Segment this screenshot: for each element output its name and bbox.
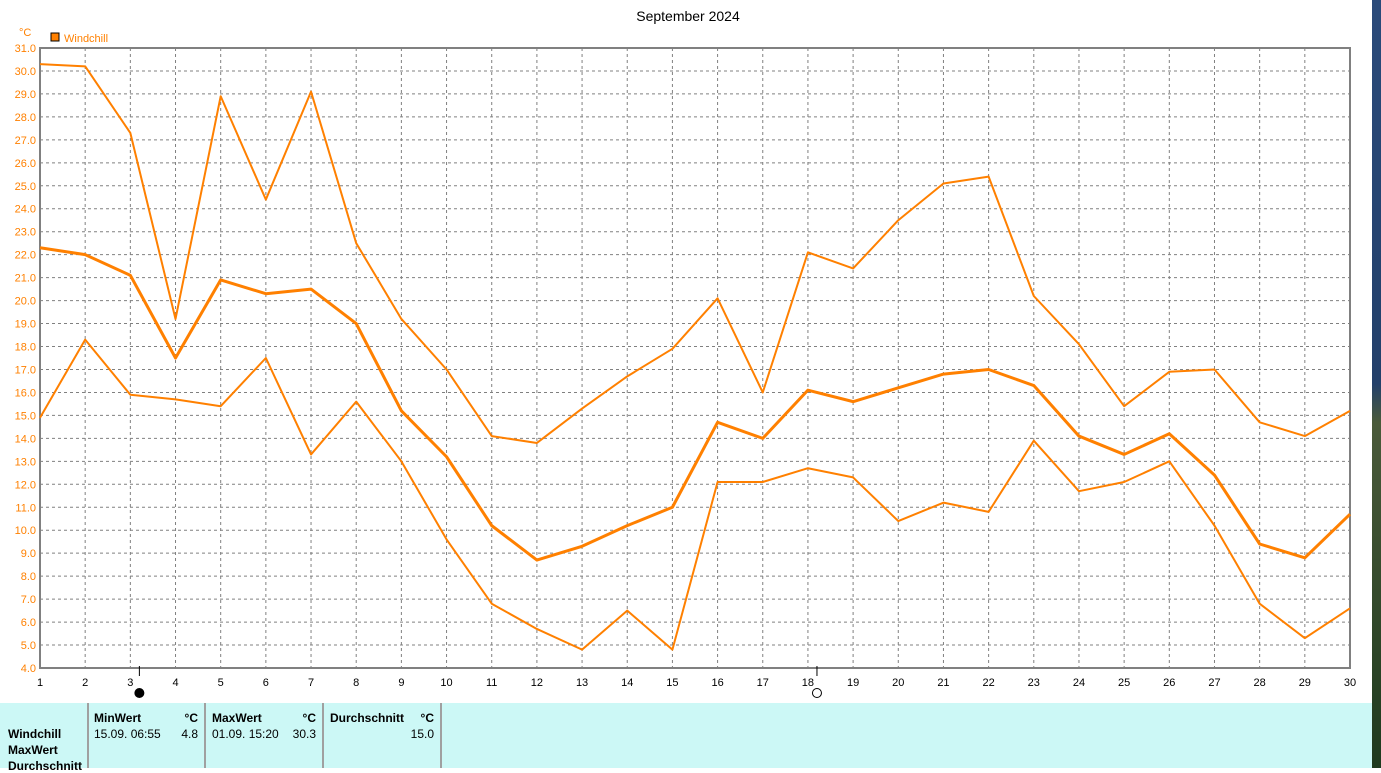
- x-tick-label: 2: [82, 677, 88, 689]
- y-axis-unit: °C: [19, 27, 31, 39]
- y-tick-label: 14.0: [15, 433, 36, 445]
- min-value: 4.8: [181, 727, 198, 741]
- avg-unit: °C: [420, 711, 434, 725]
- y-tick-label: 25.0: [15, 181, 36, 193]
- x-tick-label: 9: [398, 677, 404, 689]
- x-tick-label: 21: [937, 677, 949, 689]
- row-label-windchill: Windchill: [8, 727, 62, 741]
- x-tick-label: 13: [576, 677, 588, 689]
- y-tick-label: 12.0: [15, 479, 36, 491]
- stats-panel: Windchill MaxWert Durchschnitt MinWert °…: [0, 703, 1372, 773]
- y-tick-label: 20.0: [15, 296, 36, 308]
- y-tick-label: 16.0: [15, 387, 36, 399]
- max-date: 01.09. 15:20: [212, 727, 279, 741]
- y-tick-label: 11.0: [15, 502, 36, 514]
- y-tick-label: 9.0: [21, 548, 36, 560]
- x-tick-label: 28: [1254, 677, 1266, 689]
- x-tick-label: 18: [802, 677, 814, 689]
- x-tick-label: 12: [531, 677, 543, 689]
- y-tick-label: 24.0: [15, 204, 36, 216]
- y-tick-label: 10.0: [15, 525, 36, 537]
- x-tick-label: 10: [440, 677, 452, 689]
- x-tick-label: 20: [892, 677, 904, 689]
- min-unit: °C: [184, 711, 198, 725]
- x-tick-label: 14: [621, 677, 633, 689]
- y-tick-label: 31.0: [15, 43, 36, 55]
- x-tick-label: 16: [711, 677, 723, 689]
- x-tick-label: 15: [666, 677, 678, 689]
- legend-label: Windchill: [64, 33, 108, 45]
- y-tick-label: 6.0: [21, 617, 36, 629]
- row-label-maxwert: MaxWert: [8, 743, 58, 757]
- x-tick-label: 29: [1299, 677, 1311, 689]
- stats-row-labels: Windchill MaxWert Durchschnitt: [0, 703, 89, 773]
- series-line-2: [39, 338, 1351, 651]
- max-value: 30.3: [292, 727, 316, 741]
- max-unit: °C: [302, 711, 316, 725]
- min-header: MinWert: [94, 711, 142, 725]
- y-tick-label: 5.0: [21, 640, 36, 652]
- x-tick-label: 3: [127, 677, 133, 689]
- x-tick-label: 30: [1344, 677, 1356, 689]
- x-tick-label: 11: [486, 677, 497, 689]
- background-photo-strip: [1372, 0, 1381, 768]
- y-tick-label: 21.0: [15, 273, 36, 285]
- y-tick-label: 23.0: [15, 227, 36, 239]
- new-moon-icon: [134, 688, 145, 698]
- stats-min-column: MinWert °C 15.09. 06:55 4.8: [89, 703, 206, 768]
- series-line-0: [39, 63, 1351, 444]
- series-line-1: [39, 246, 1352, 562]
- y-tick-label: 19.0: [15, 319, 36, 331]
- avg-value: 15.0: [410, 727, 434, 741]
- full-moon-icon: [811, 688, 822, 698]
- x-tick-label: 22: [982, 677, 994, 689]
- y-tick-label: 15.0: [15, 410, 36, 422]
- min-date: 15.09. 06:55: [94, 727, 161, 741]
- x-tick-label: 7: [308, 677, 314, 689]
- x-tick-label: 26: [1163, 677, 1175, 689]
- stats-max-column: MaxWert °C 01.09. 15:20 30.3: [206, 703, 324, 768]
- y-tick-label: 29.0: [15, 89, 36, 101]
- x-tick-label: 5: [218, 677, 224, 689]
- avg-header: Durchschnitt: [330, 711, 405, 725]
- y-tick-label: 17.0: [15, 364, 36, 376]
- max-header: MaxWert: [212, 711, 262, 725]
- x-tick-label: 25: [1118, 677, 1130, 689]
- stats-avg-column: Durchschnitt °C 15.0: [324, 703, 442, 768]
- x-tick-label: 1: [37, 677, 43, 689]
- x-tick-label: 24: [1073, 677, 1085, 689]
- y-tick-label: 28.0: [15, 112, 36, 124]
- y-tick-label: 26.0: [15, 158, 36, 170]
- windchill-chart: September 2024 °C Windchill 4.0 5.0 6.0 7.0 8.0…: [15, 8, 1356, 698]
- x-tick-label: 6: [263, 677, 269, 689]
- y-tick-label: 7.0: [21, 594, 36, 606]
- row-label-durchschnitt: Durchschnitt: [8, 759, 83, 773]
- y-tick-label: 22.0: [15, 250, 36, 262]
- x-tick-label: 8: [353, 677, 359, 689]
- x-tick-label: 19: [847, 677, 859, 689]
- y-tick-label: 18.0: [15, 342, 36, 354]
- y-tick-label: 13.0: [15, 456, 36, 468]
- plot-frame: [39, 47, 1351, 669]
- chart-title: September 2024: [636, 8, 740, 24]
- x-tick-label: 23: [1028, 677, 1040, 689]
- y-tick-label: 27.0: [15, 135, 36, 147]
- x-tick-label: 4: [172, 677, 178, 689]
- x-tick-label: 27: [1208, 677, 1220, 689]
- legend-swatch: [50, 32, 60, 42]
- y-tick-label: 8.0: [21, 571, 36, 583]
- y-tick-label: 4.0: [21, 663, 36, 675]
- y-tick-label: 30.0: [15, 66, 36, 78]
- x-tick-label: 17: [757, 677, 769, 689]
